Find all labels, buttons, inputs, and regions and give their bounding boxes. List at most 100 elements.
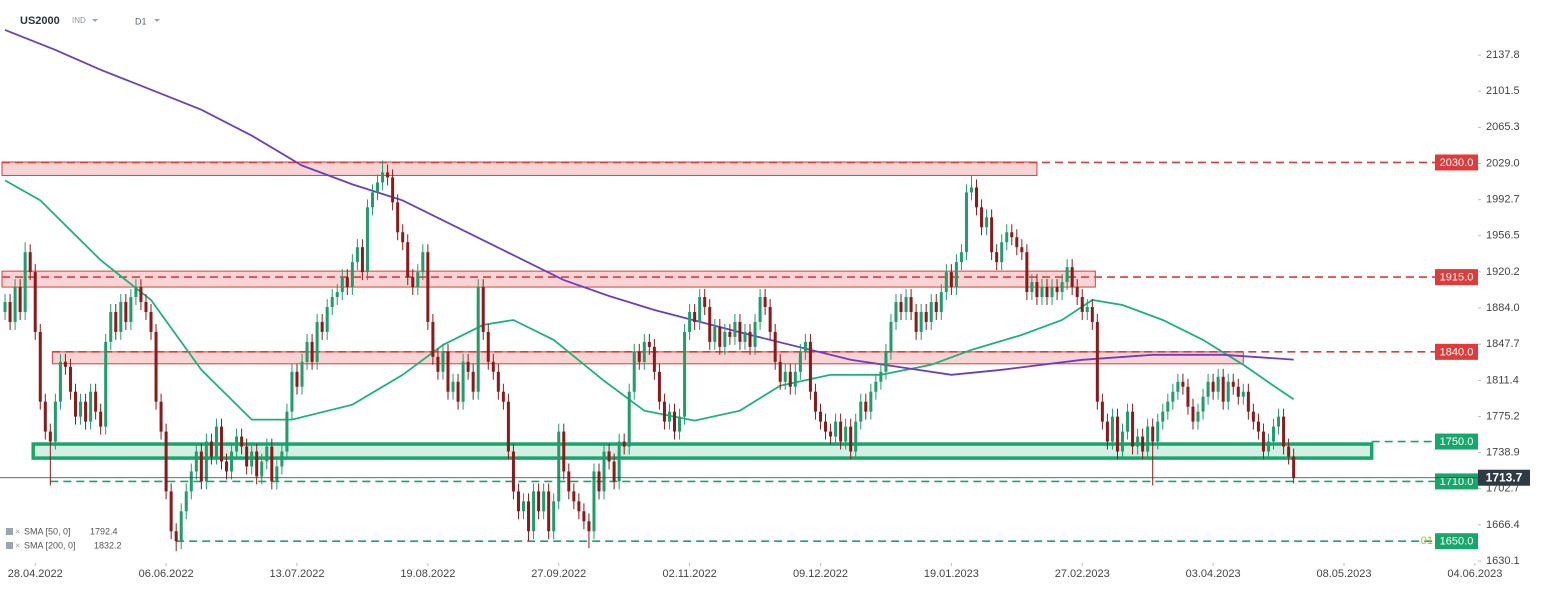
candle-body bbox=[68, 366, 72, 392]
candle-body bbox=[8, 302, 12, 322]
candle-body bbox=[914, 311, 918, 332]
candle-body bbox=[99, 411, 103, 427]
y-tick-label: 2101.5 bbox=[1486, 85, 1520, 97]
candle-body bbox=[985, 217, 989, 228]
candle-body bbox=[839, 421, 843, 442]
candle-body bbox=[547, 491, 551, 532]
candle-body bbox=[33, 272, 37, 332]
candle-body bbox=[778, 361, 782, 382]
level-label: 1840.0 bbox=[1440, 346, 1474, 358]
candle-body bbox=[859, 401, 863, 422]
candle-body bbox=[884, 351, 888, 372]
candle-body bbox=[1141, 436, 1145, 452]
level-label-box bbox=[1435, 154, 1478, 171]
candle-body bbox=[662, 401, 666, 422]
candle-body bbox=[1055, 287, 1059, 293]
candle-body bbox=[245, 446, 249, 467]
candle-body bbox=[1095, 321, 1099, 402]
candle-body bbox=[743, 331, 747, 342]
candle-body bbox=[491, 361, 495, 372]
candle-body bbox=[1181, 381, 1185, 387]
candle-body bbox=[199, 451, 203, 482]
candle-body bbox=[1211, 381, 1215, 392]
candle-body bbox=[230, 451, 234, 472]
candle-body bbox=[461, 361, 465, 402]
x-tick-label: 19.08.2022 bbox=[400, 568, 455, 580]
candle-body bbox=[325, 307, 329, 332]
candle-body bbox=[38, 331, 42, 402]
candle-body bbox=[1196, 411, 1200, 422]
candle-body bbox=[275, 466, 279, 482]
candle-body bbox=[1241, 391, 1245, 397]
candle-body bbox=[879, 371, 883, 382]
candle-body bbox=[360, 247, 364, 273]
candle-body bbox=[824, 421, 828, 432]
candle-body bbox=[738, 321, 742, 342]
candle-body bbox=[637, 351, 641, 362]
candle-body bbox=[592, 471, 596, 532]
candle-body bbox=[1277, 416, 1281, 427]
candle-body bbox=[305, 341, 309, 362]
interval[interactable]: D1 bbox=[135, 16, 147, 26]
candle-body bbox=[1045, 287, 1049, 298]
candle-body bbox=[214, 426, 218, 457]
dropdown-caret[interactable] bbox=[92, 19, 98, 22]
candle-body bbox=[783, 371, 787, 382]
x-tick-label: 03.04.2023 bbox=[1186, 568, 1241, 580]
candle-body bbox=[708, 307, 712, 342]
candle-body bbox=[1176, 381, 1180, 392]
candle-body bbox=[350, 262, 354, 288]
x-tick-label: 04.06.2023 bbox=[1447, 568, 1502, 580]
candle-body bbox=[209, 441, 213, 457]
candle-body bbox=[1090, 307, 1094, 322]
candle-body bbox=[1020, 247, 1024, 253]
x-tick-label: 27.02.2023 bbox=[1055, 568, 1110, 580]
candle-body bbox=[391, 177, 395, 203]
dropdown-caret[interactable] bbox=[154, 19, 160, 22]
candle-body bbox=[104, 341, 108, 427]
candle-body bbox=[1161, 411, 1165, 422]
candle-body bbox=[949, 272, 953, 288]
candle-body bbox=[552, 501, 556, 532]
candle-body bbox=[1166, 401, 1170, 412]
candle-body bbox=[924, 311, 928, 322]
legend-icon bbox=[6, 542, 13, 549]
candle-body bbox=[194, 451, 198, 472]
x-tick-label: 08.05.2023 bbox=[1316, 568, 1371, 580]
candle-body bbox=[1075, 287, 1079, 298]
candle-body bbox=[174, 531, 178, 542]
candle-body bbox=[728, 331, 732, 337]
candle-body bbox=[768, 307, 772, 332]
candle-body bbox=[310, 341, 314, 362]
instrument-type[interactable]: IND bbox=[72, 16, 86, 25]
candle-body bbox=[718, 326, 722, 347]
candle-body bbox=[667, 411, 671, 422]
candle-body bbox=[386, 172, 390, 178]
candle-body bbox=[1186, 386, 1190, 407]
candle-body bbox=[506, 401, 510, 452]
candle-body bbox=[693, 311, 697, 322]
candle-body bbox=[844, 426, 848, 442]
candle-body bbox=[803, 341, 807, 352]
overlay: US2000 IND D1 bbox=[20, 15, 160, 27]
candle-body bbox=[1015, 237, 1019, 248]
symbol[interactable]: US2000 bbox=[20, 15, 60, 27]
x-tick-label: 06.06.2022 bbox=[139, 568, 194, 580]
candle-body bbox=[733, 321, 737, 337]
candle-body bbox=[652, 346, 656, 372]
legend-icon bbox=[6, 528, 13, 535]
candle-body bbox=[627, 391, 631, 447]
candle-body bbox=[688, 311, 692, 332]
candle-body bbox=[713, 326, 717, 342]
candle-body bbox=[1105, 421, 1109, 442]
y-tick-label: 1666.4 bbox=[1486, 519, 1520, 531]
candle-body bbox=[899, 302, 903, 312]
candle-body bbox=[1171, 391, 1175, 402]
candle-body bbox=[874, 381, 878, 392]
candle-body bbox=[657, 371, 661, 402]
zone bbox=[1, 270, 1096, 288]
candle-body bbox=[335, 292, 339, 298]
candle-body bbox=[63, 361, 67, 367]
